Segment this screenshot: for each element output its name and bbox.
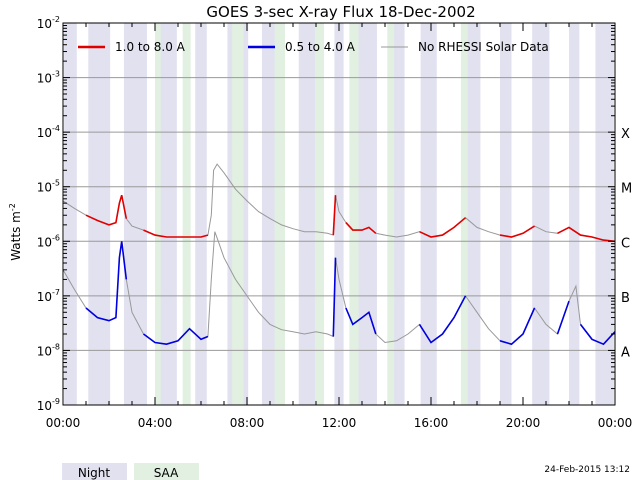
legend-label: 1.0 to 8.0 A bbox=[115, 40, 186, 54]
y-tick-base: 10 bbox=[37, 126, 52, 140]
night-band bbox=[64, 23, 77, 405]
y-tick-exponent: -3 bbox=[52, 70, 60, 79]
y-tick-base: 10 bbox=[37, 17, 52, 31]
night-band bbox=[334, 23, 344, 405]
series-line bbox=[85, 194, 128, 226]
shading-legend-swatch bbox=[134, 463, 199, 480]
legend-label: No RHESSI Solar Data bbox=[418, 40, 549, 54]
x-tick-label: 12:00 bbox=[322, 416, 357, 430]
y-tick-exponent: -8 bbox=[52, 342, 60, 351]
flare-class-label: M bbox=[621, 182, 632, 197]
shading-legend-swatch bbox=[62, 463, 127, 480]
night-band bbox=[261, 23, 276, 405]
chart-title: GOES 3-sec X-ray Flux 18-Dec-2002 bbox=[206, 3, 475, 21]
saa-band bbox=[155, 23, 161, 405]
series-line bbox=[143, 327, 209, 346]
series-line bbox=[143, 229, 209, 238]
x-tick-label: 16:00 bbox=[414, 416, 449, 430]
saa-band bbox=[460, 23, 468, 405]
series-line bbox=[499, 225, 535, 238]
series-line bbox=[332, 195, 337, 236]
y-tick-label: 10-8 bbox=[37, 342, 60, 358]
y-tick-label: 10-4 bbox=[37, 124, 60, 140]
night-band bbox=[123, 23, 147, 405]
series-line bbox=[499, 307, 536, 346]
night-band bbox=[298, 23, 318, 405]
series-line bbox=[345, 222, 377, 234]
night-band bbox=[500, 23, 512, 405]
footer-timestamp: 24-Feb-2015 13:12 bbox=[544, 465, 630, 475]
y-tick-base: 10 bbox=[37, 290, 52, 304]
y-tick-label: 10-6 bbox=[37, 233, 60, 249]
y-axis-label: Watts m-2 bbox=[8, 203, 23, 261]
series-line bbox=[85, 241, 128, 322]
series-line bbox=[556, 300, 570, 335]
y-tick-exponent: -6 bbox=[52, 233, 60, 242]
y-tick-labels: 10-210-310-410-510-610-710-810-9 bbox=[37, 15, 60, 413]
night-band bbox=[358, 23, 377, 405]
saa-band bbox=[349, 23, 359, 405]
flare-class-label: C bbox=[621, 236, 630, 251]
gridlines bbox=[63, 77, 615, 351]
y-axis-label-exponent: -2 bbox=[8, 203, 17, 211]
y-tick-exponent: -9 bbox=[52, 397, 60, 406]
x-tick-label: 00:00 bbox=[46, 416, 81, 430]
y-tick-base: 10 bbox=[37, 181, 52, 195]
series-layer bbox=[62, 163, 616, 346]
y-tick-exponent: -4 bbox=[52, 124, 60, 133]
y-tick-exponent: -2 bbox=[52, 15, 60, 24]
series-line bbox=[418, 295, 467, 344]
series-line bbox=[345, 307, 377, 335]
series-line bbox=[419, 217, 467, 238]
y-tick-label: 10-9 bbox=[37, 397, 60, 413]
night-saa-shading bbox=[64, 23, 614, 405]
saa-band bbox=[387, 23, 395, 405]
x-tick-label: 08:00 bbox=[230, 416, 265, 430]
flare-class-label: B bbox=[621, 291, 630, 306]
night-band bbox=[532, 23, 550, 405]
y-tick-exponent: -5 bbox=[52, 179, 60, 188]
y-tick-exponent: -7 bbox=[52, 288, 60, 297]
night-band bbox=[195, 23, 207, 405]
night-band bbox=[88, 23, 111, 405]
series-line bbox=[557, 226, 616, 243]
flare-class-label: X bbox=[621, 127, 630, 142]
saa-band bbox=[232, 23, 244, 405]
night-band bbox=[595, 23, 614, 405]
saa-band bbox=[182, 23, 191, 405]
series-line bbox=[332, 257, 337, 337]
x-tick-label: 20:00 bbox=[506, 416, 541, 430]
saa-band bbox=[314, 23, 325, 405]
y-tick-label: 10-2 bbox=[37, 15, 60, 31]
night-band bbox=[569, 23, 580, 405]
y-tick-base: 10 bbox=[37, 72, 52, 86]
y-tick-label: 10-3 bbox=[37, 70, 60, 86]
shading-legend: Night SAA bbox=[62, 463, 199, 480]
flare-class-label: A bbox=[621, 345, 630, 360]
svg-text:Watts m-2: Watts m-2 bbox=[8, 203, 23, 261]
y-tick-base: 10 bbox=[37, 399, 52, 413]
night-band bbox=[420, 23, 437, 405]
shading-legend-label: SAA bbox=[154, 466, 179, 480]
y-tick-label: 10-5 bbox=[37, 179, 60, 195]
series-line bbox=[579, 323, 616, 346]
flare-class-labels: X M C B A bbox=[621, 127, 632, 360]
legend: 1.0 to 8.0 A 0.5 to 4.0 A No RHESSI Solar … bbox=[78, 40, 549, 54]
night-band bbox=[158, 23, 177, 405]
shading-legend-label: Night bbox=[78, 466, 111, 480]
night-band bbox=[393, 23, 405, 405]
x-tick-label: 00:00 bbox=[598, 416, 633, 430]
y-tick-label: 10-7 bbox=[37, 288, 60, 304]
x-tick-labels: 00:00 04:00 08:00 12:00 16:00 20:00 00:00 bbox=[46, 416, 633, 430]
y-axis-label-text: Watts m bbox=[9, 211, 23, 261]
y-tick-base: 10 bbox=[37, 344, 52, 358]
y-tick-base: 10 bbox=[37, 235, 52, 249]
x-tick-label: 04:00 bbox=[138, 416, 173, 430]
axis-ticks bbox=[62, 22, 616, 406]
saa-band bbox=[274, 23, 285, 405]
legend-label: 0.5 to 4.0 A bbox=[285, 40, 356, 54]
